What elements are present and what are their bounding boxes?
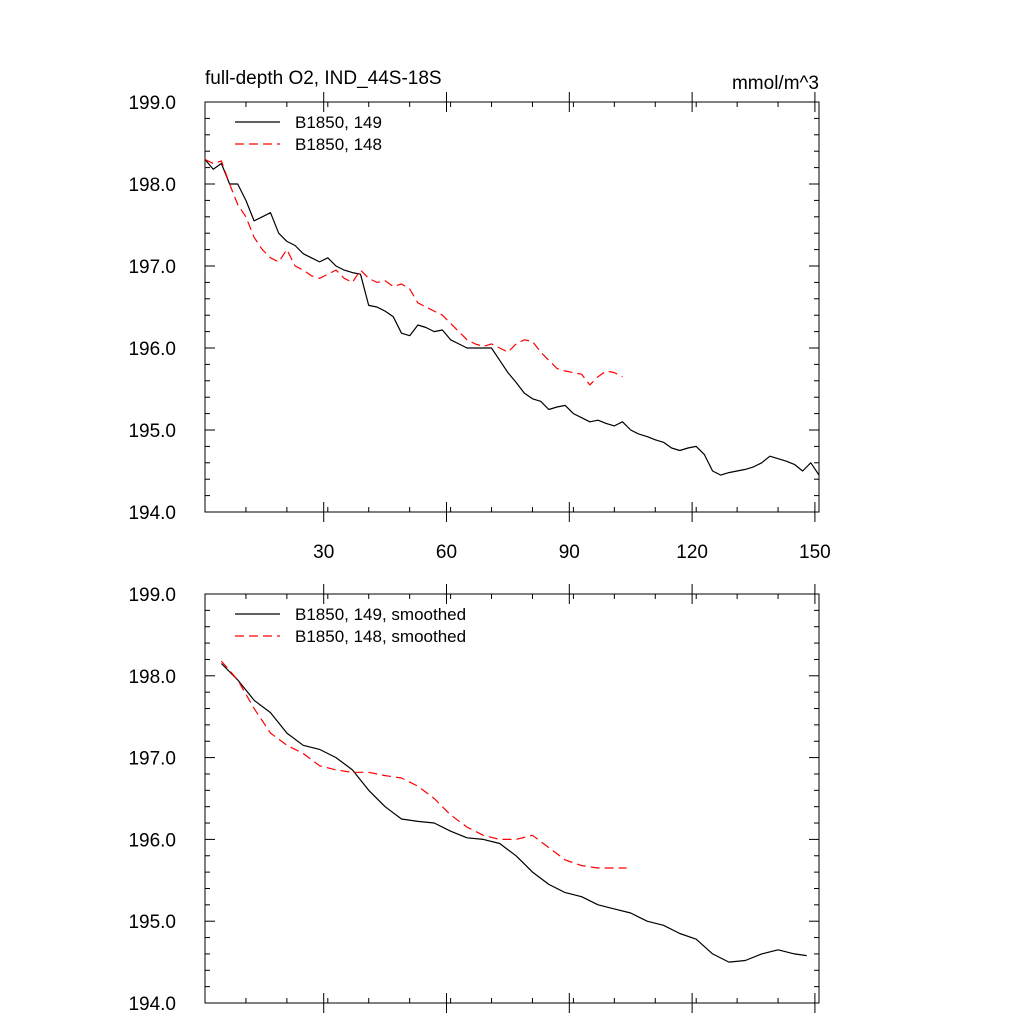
legend-label-2: B1850, 148 (295, 135, 382, 154)
chart-panel-1: 194.0 195.0 196.0 197.0 198.0 199.0 30 60 90 120 1… (128, 68, 830, 563)
plot-frame (204, 101, 820, 513)
y-tick-label: 198.0 (128, 667, 176, 688)
y-tick-label: 196.0 (128, 830, 176, 851)
legend-label-1: B1850, 149 (295, 113, 382, 132)
series-line-1 (220, 663, 807, 963)
legend-label-1: B1850, 149, smoothed (295, 605, 466, 624)
y-tick-label: 199.0 (128, 93, 176, 114)
x-tick-label: 90 (559, 542, 580, 563)
series-line-2 (204, 158, 623, 386)
y-tick-label: 195.0 (128, 912, 176, 933)
y-tick-label: 194.0 (128, 994, 176, 1015)
chart-title: full-depth O2, IND_44S-18S (205, 68, 442, 89)
x-tick-label: 30 (313, 542, 334, 563)
units-label: mmol/m^3 (732, 73, 819, 94)
x-tick-label: 150 (799, 542, 831, 563)
y-tick-label: 194.0 (128, 503, 176, 524)
x-tick-label: 120 (676, 542, 708, 563)
y-tick-label: 197.0 (128, 749, 176, 770)
chart-panel-2: 194.0 195.0 196.0 197.0 198.0 199.0 B1850, 149… (128, 584, 820, 1015)
y-tick-label: 195.0 (128, 421, 176, 442)
plot-frame (204, 593, 820, 1004)
legend-label-2: B1850, 148, smoothed (295, 627, 466, 646)
y-tick-label: 196.0 (128, 339, 176, 360)
y-tick-label: 199.0 (128, 585, 176, 606)
series-line-1 (204, 159, 820, 476)
y-tick-label: 197.0 (128, 257, 176, 278)
series-line-2 (220, 660, 627, 869)
chart-panels: 194.0 195.0 196.0 197.0 198.0 199.0 30 60 90 120 1… (128, 68, 830, 1015)
x-tick-label: 60 (436, 542, 457, 563)
y-tick-label: 198.0 (128, 175, 176, 196)
